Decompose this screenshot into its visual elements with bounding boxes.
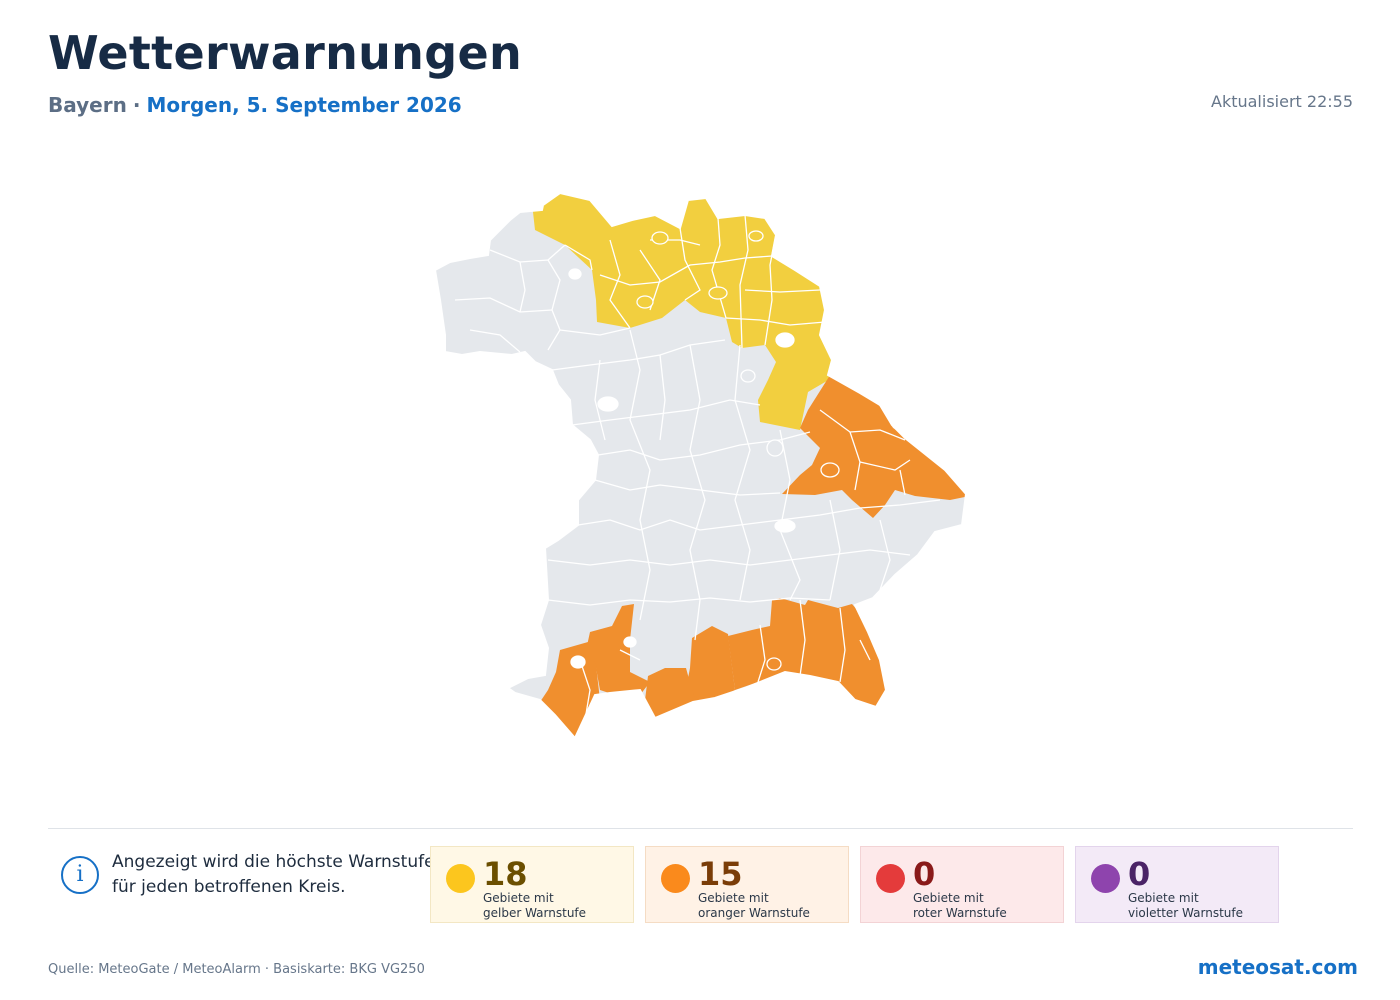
region-label: Bayern [48, 93, 127, 117]
orange-label-line-1: Gebiete mit [698, 891, 769, 905]
violet-label-line-2: violetter Warnstufe [1128, 906, 1243, 920]
yellow-level-dot-icon [446, 864, 475, 893]
warning-map[interactable] [0, 0, 1400, 820]
forecast-date: Morgen, 5. September 2026 [146, 93, 462, 117]
page-title: Wetterwarnungen [48, 26, 523, 80]
red-level-dot-icon [876, 864, 905, 893]
orange-label-line-2: oranger Warnstufe [698, 906, 810, 920]
yellow-label-line-1: Gebiete mit [483, 891, 554, 905]
page-subtitle: Bayern · Morgen, 5. September 2026 [48, 93, 462, 117]
violet-label: Gebiete mit violetter Warnstufe [1128, 891, 1243, 921]
city-enclaves [568, 230, 840, 671]
summary-card-violet: 0 Gebiete mit violetter Warnstufe [1075, 846, 1279, 923]
zone-orange-southwest[interactable] [585, 604, 650, 695]
zone-orange-east[interactable] [782, 372, 975, 518]
info-line-1: Angezeigt wird die höchste Warnstufe [112, 852, 432, 872]
yellow-label-line-2: gelber Warnstufe [483, 906, 587, 920]
red-label-line-1: Gebiete mit [913, 891, 984, 905]
summary-card-orange: 15 Gebiete mit oranger Warnstufe [645, 846, 849, 923]
red-label: Gebiete mit roter Warnstufe [913, 891, 1007, 921]
source-credit: Quelle: MeteoGate / MeteoAlarm · Basiska… [48, 962, 425, 977]
info-icon: i [61, 856, 99, 894]
orange-label: Gebiete mit oranger Warnstufe [698, 891, 810, 921]
orange-level-dot-icon [661, 864, 690, 893]
summary-card-red: 0 Gebiete mit roter Warnstufe [860, 846, 1064, 923]
yellow-label: Gebiete mit gelber Warnstufe [483, 891, 586, 921]
brand-link[interactable]: meteosat.com [1197, 955, 1358, 979]
orange-count: 15 [698, 855, 743, 893]
violet-count: 0 [1128, 855, 1151, 893]
zone-orange-southcentral[interactable] [685, 626, 735, 705]
district-borders [454, 214, 941, 721]
info-line-2: für jeden betroffenen Kreis. [112, 877, 346, 897]
red-label-line-2: roter Warnstufe [913, 906, 1007, 920]
violet-label-line-1: Gebiete mit [1128, 891, 1199, 905]
summary-card-yellow: 18 Gebiete mit gelber Warnstufe [430, 846, 634, 923]
yellow-count: 18 [483, 855, 528, 893]
red-count: 0 [913, 855, 936, 893]
divider [48, 828, 1353, 829]
zone-orange-southeast[interactable] [728, 598, 890, 712]
violet-level-dot-icon [1091, 864, 1120, 893]
updated-timestamp: Aktualisiert 22:55 [1211, 92, 1353, 111]
info-note: Angezeigt wird die höchste Warnstufe für… [112, 850, 432, 900]
subtitle-separator: · [132, 93, 141, 117]
